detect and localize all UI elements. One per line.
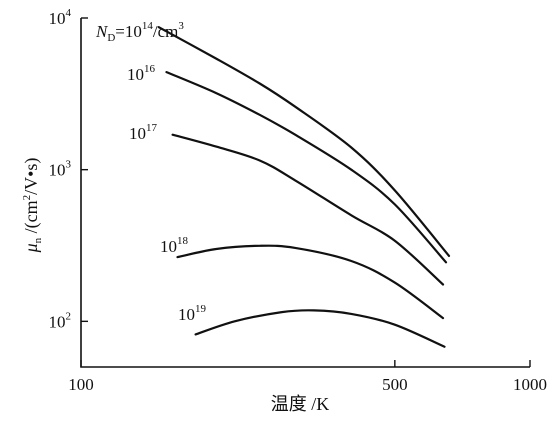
curve-nd-1e17 (171, 133, 445, 286)
y-axis-title-unit-open: /(cm (21, 200, 42, 238)
label-subscript: D (107, 32, 115, 44)
label-unit-exp: 3 (178, 20, 184, 32)
mobility-curves (157, 26, 451, 348)
curve-nd-1e16 (165, 71, 448, 264)
label-base: 10 (160, 237, 177, 256)
label-base: 10 (129, 124, 146, 143)
label-exp: 16 (144, 63, 156, 75)
y-tick-label-base: 10 (49, 161, 66, 180)
label-exp: 18 (177, 235, 189, 247)
y-axis-title-subscript: n (32, 237, 44, 243)
y-tick-label-exp: 2 (66, 310, 72, 322)
y-tick-label-base: 10 (49, 9, 66, 28)
x-tick-label: 100 (68, 375, 94, 394)
y-axis-title-symbol: μ (21, 243, 41, 253)
label-nd-1e16: 1016 (127, 63, 156, 84)
label-nd-1e18: 1018 (160, 235, 189, 256)
label-exp: 14 (142, 20, 154, 32)
label-base: 10 (178, 305, 195, 324)
curve-nd-1e14 (157, 26, 451, 257)
x-tick-label: 1000 (513, 375, 547, 394)
y-tick-label-base: 10 (49, 312, 66, 331)
label-symbol: N (95, 22, 109, 41)
label-base: =10 (115, 22, 142, 41)
label-nd-1e14: ND=1014/cm3 (95, 20, 184, 44)
label-exp: 19 (195, 303, 207, 315)
y-tick-label: 102 (49, 310, 72, 331)
curve-nd-1e18 (176, 244, 445, 320)
label-unit: /cm (153, 22, 179, 41)
label-nd-1e17: 1017 (129, 122, 158, 143)
y-tick-label-exp: 4 (66, 7, 72, 19)
y-tick-label: 103 (49, 159, 72, 180)
y-axis-title-unit-sup: 2 (21, 195, 33, 201)
x-axis-title: 温度 /K (271, 394, 330, 414)
label-base: 10 (127, 65, 144, 84)
y-axis-title-unit-close: /V•s) (21, 158, 42, 195)
x-tick-label: 500 (382, 375, 408, 394)
label-nd-1e19: 1019 (178, 303, 207, 324)
y-tick-label-exp: 3 (66, 159, 72, 171)
label-exp: 17 (146, 122, 158, 134)
y-axis-title: μn /(cm2/V•s) (21, 158, 44, 254)
y-tick-label: 104 (49, 7, 72, 28)
curve-nd-1e19 (194, 309, 446, 348)
